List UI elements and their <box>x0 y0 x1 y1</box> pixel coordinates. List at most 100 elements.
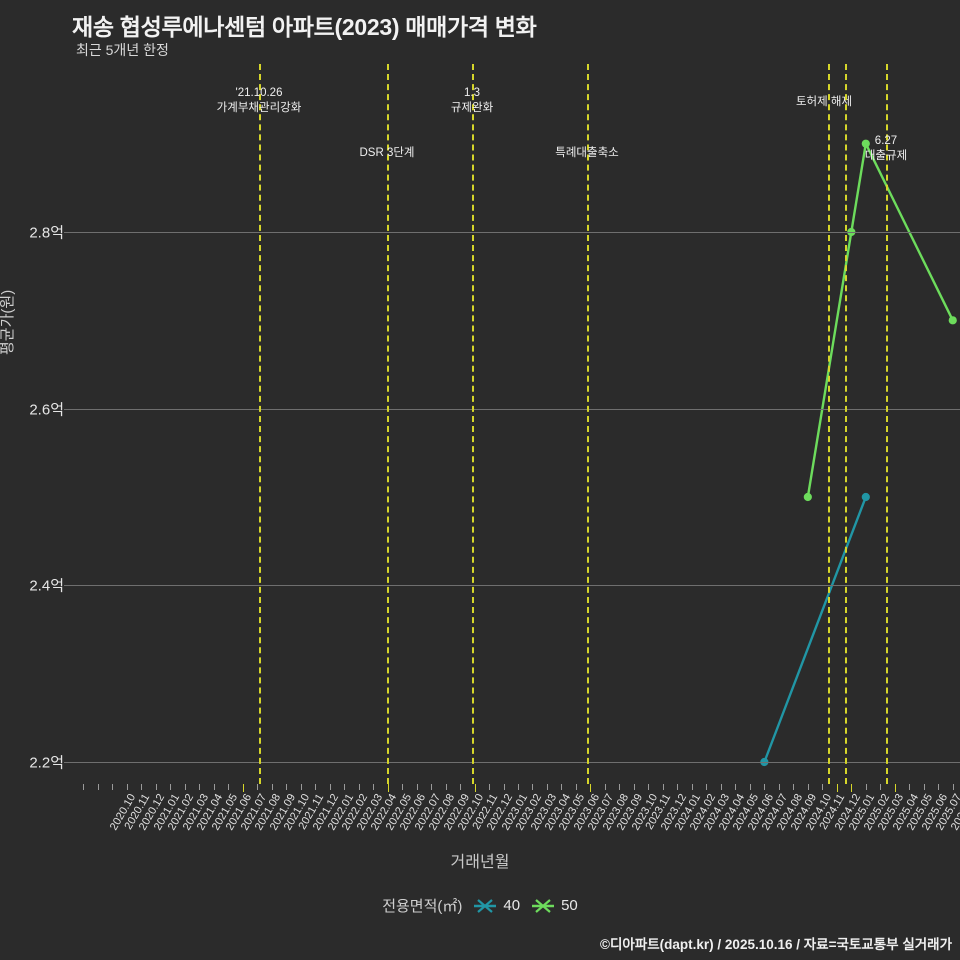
x-axis-tick-mark <box>662 784 664 790</box>
x-axis-tick-mark <box>561 784 563 790</box>
x-axis-tick-mark <box>822 784 824 790</box>
x-axis-tick-mark <box>633 784 635 790</box>
gridline <box>76 232 960 233</box>
x-axis-tick-mark <box>431 784 433 790</box>
x-axis-tick-mark <box>97 784 99 790</box>
event-date: '21.10.26 <box>235 87 283 99</box>
x-axis-tick-mark <box>749 784 751 790</box>
event-marker-line <box>845 64 847 784</box>
x-axis-tick-mark <box>691 784 693 790</box>
x-axis-tick-mark <box>402 784 404 790</box>
y-axis-tick-mark <box>64 408 76 410</box>
event-annotation-label: 1.3 규제완화 <box>451 86 493 116</box>
x-axis-tick-mark <box>923 784 925 790</box>
x-axis-tick-mark <box>952 784 954 790</box>
x-axis-tick-mark <box>851 784 853 792</box>
x-axis-tick-mark <box>213 784 215 790</box>
gridline <box>76 585 960 587</box>
x-axis-tick-mark <box>155 784 157 790</box>
chart-subtitle: 최근 5개년 한정 <box>76 42 169 58</box>
x-axis-tick-mark <box>358 784 360 790</box>
event-annotation-label: DSR 3단계 <box>359 146 414 161</box>
x-axis-tick-mark <box>271 784 273 790</box>
gridline <box>76 762 960 763</box>
event-name: 특례대출축소 <box>555 147 619 159</box>
event-marker-line <box>587 64 589 784</box>
y-axis-tick-label: 2.6억 <box>29 401 64 419</box>
series-line-40 <box>763 495 868 764</box>
event-annotation-label: 토허제 해제 <box>796 95 852 110</box>
x-axis-tick-mark <box>546 784 548 790</box>
x-axis-tick-mark <box>778 784 780 790</box>
x-axis-tick-mark <box>315 784 317 790</box>
event-marker-line <box>828 64 830 784</box>
data-point[interactable] <box>847 227 856 237</box>
x-axis-tick-mark <box>300 784 302 790</box>
y-axis-tick-label: 2.8억 <box>29 224 64 242</box>
data-point[interactable] <box>948 316 957 325</box>
x-axis-tick-mark <box>228 784 230 790</box>
x-axis-tick-mark <box>706 784 708 790</box>
x-axis-tick-mark <box>329 784 331 790</box>
legend-title: 전용면적(㎡) <box>382 898 463 915</box>
x-axis-tick-mark <box>532 784 534 790</box>
x-axis-tick-mark <box>604 784 606 790</box>
x-axis-tick-mark <box>764 784 766 790</box>
data-point[interactable] <box>861 139 870 148</box>
x-axis-tick-mark <box>677 784 679 790</box>
x-axis-tick-mark <box>184 784 186 790</box>
y-axis-tick-mark <box>64 232 76 233</box>
x-axis-tick-mark <box>489 784 491 790</box>
x-axis-tick-mark <box>344 784 346 790</box>
data-point[interactable] <box>861 492 870 502</box>
x-axis-tick-mark <box>141 784 143 790</box>
event-name: 가계부채관리강화 <box>216 102 302 114</box>
x-axis-tick-mark <box>112 784 114 790</box>
event-date: 1.3 <box>463 87 480 99</box>
x-axis-tick-mark <box>836 784 838 792</box>
x-axis-tick-mark <box>199 784 201 790</box>
x-axis-tick-mark <box>387 784 389 792</box>
x-axis-title: 거래년월 <box>450 854 510 871</box>
x-axis-tick-mark <box>735 784 737 790</box>
x-axis-tick-mark <box>894 784 896 792</box>
x-axis-tick-mark <box>460 784 462 790</box>
event-annotation-label: 특례대출축소 <box>555 146 618 161</box>
event-marker-line <box>259 64 261 784</box>
legend-label: 50 <box>561 897 578 914</box>
x-axis-tick-mark <box>518 784 519 790</box>
event-marker-line <box>472 64 474 784</box>
x-axis-tick-mark <box>590 784 592 792</box>
x-axis-tick-mark <box>170 784 172 790</box>
legend-marker-icon <box>532 898 555 913</box>
legend-marker-icon <box>474 898 497 913</box>
x-axis-tick-mark <box>416 784 418 790</box>
x-axis-tick-mark <box>257 784 259 790</box>
x-axis-tick-mark <box>793 784 795 790</box>
event-marker-line <box>387 64 389 784</box>
x-axis-tick-mark <box>909 784 911 790</box>
x-axis-tick-mark <box>242 784 244 792</box>
y-axis-tick-label: 2.2억 <box>29 754 64 772</box>
x-axis-tick-mark <box>648 784 650 790</box>
event-name: 규제완화 <box>450 102 494 114</box>
legend-entry-40[interactable]: 40 <box>474 897 520 914</box>
x-axis-tick-mark <box>83 784 85 790</box>
event-date: 6.27 <box>874 135 898 147</box>
page-title: 재송 협성루에나센텀 아파트(2023) 매매가격 변화 <box>72 14 537 40</box>
data-point[interactable] <box>803 492 812 502</box>
legend: 전용면적(㎡) 40 50 <box>0 895 960 916</box>
x-axis-tick-mark <box>938 784 940 790</box>
legend-entry-50[interactable]: 50 <box>532 897 578 914</box>
footer-credit: ©디아파트(dapt.kr) / 2025.10.16 / 자료=국토교통부 실… <box>600 937 952 952</box>
x-axis-ticks <box>76 784 960 798</box>
x-axis-tick-mark <box>720 784 722 790</box>
x-axis-tick-mark <box>474 784 476 792</box>
event-name: DSR 3단계 <box>359 147 415 159</box>
y-axis-tick-labels: 2.8억 2.6억 2.4억 2.2억 <box>0 64 72 784</box>
x-axis-tick-mark <box>126 784 128 790</box>
x-axis-tick-mark <box>807 784 809 790</box>
event-annotation-label: 6.27 대출규제 <box>865 134 907 164</box>
